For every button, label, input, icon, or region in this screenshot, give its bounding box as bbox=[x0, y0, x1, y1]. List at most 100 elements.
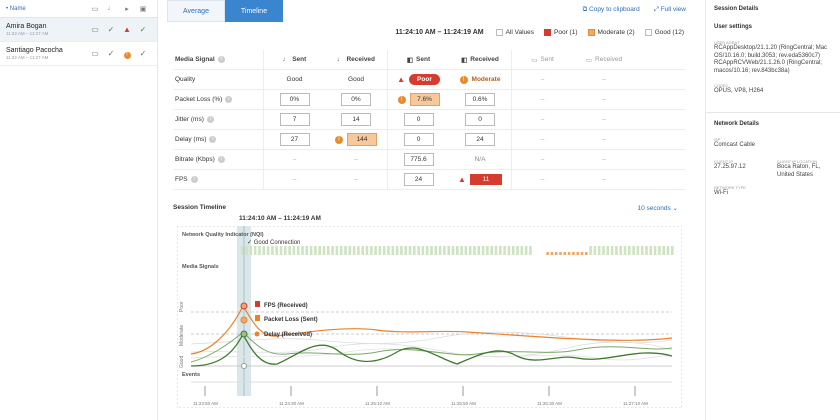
nqi-bar bbox=[619, 246, 622, 255]
copy-to-clipboard-link[interactable]: ⧉ Copy to clipboard bbox=[582, 6, 640, 13]
info-icon[interactable]: i bbox=[225, 96, 233, 103]
nqi-bar bbox=[615, 246, 618, 255]
nqi-bar bbox=[640, 246, 644, 255]
full-view-link[interactable]: ⤢ Full view bbox=[653, 6, 686, 13]
nqi-bar bbox=[443, 246, 446, 255]
warning-circle-icon: ! bbox=[119, 49, 135, 59]
info-icon[interactable]: i bbox=[209, 136, 217, 143]
nqi-bar bbox=[511, 246, 515, 255]
value-box: 0% bbox=[279, 93, 310, 106]
value-box: 24 bbox=[403, 173, 434, 186]
nqi-bar bbox=[322, 246, 326, 255]
row-label: Delay (ms) bbox=[175, 136, 207, 143]
nqi-bar bbox=[370, 246, 373, 255]
client-location-label: CLIENT IP LOCATION bbox=[777, 159, 818, 164]
nqi-bar bbox=[434, 246, 438, 255]
value-box: 0.6% bbox=[465, 93, 495, 106]
participant-row[interactable]: Santiago Pacocha 11:22 AM – 11:27 AM ▭ ✓… bbox=[0, 42, 157, 66]
table-header-row: Media Signal i ♩ Sent ♩ Received ◧ Sent ◧ Rec… bbox=[173, 50, 685, 70]
nqi-bar bbox=[645, 246, 648, 255]
nqi-bar bbox=[296, 246, 300, 255]
warning-circle-icon: ! bbox=[397, 95, 406, 104]
info-icon[interactable]: i bbox=[190, 176, 198, 183]
participant-row[interactable]: Amira Bogan 11:22 AM – 11:27 AM ▭ ✓ ▲ ✓ bbox=[0, 18, 157, 42]
client-location-value: Boca Raton, FL, United States bbox=[777, 164, 821, 178]
nqi-bar bbox=[447, 246, 450, 255]
participants-header: • Name ▭ ♩ ▸ ▣ bbox=[0, 0, 157, 18]
info-icon[interactable]: i bbox=[217, 56, 225, 63]
table-cell: N/A bbox=[474, 156, 486, 163]
check-icon: ✓ bbox=[107, 49, 115, 58]
y-label-good: Good bbox=[179, 356, 185, 368]
camera-icon: ▸ bbox=[125, 5, 129, 13]
nqi-bar bbox=[262, 246, 266, 255]
all-values-checkbox[interactable] bbox=[495, 29, 503, 36]
participants-panel: • Name ▭ ♩ ▸ ▣ Amira Bogan 11:22 AM – 11… bbox=[0, 0, 158, 420]
nqi-bar bbox=[382, 246, 386, 255]
nqi-bar bbox=[468, 246, 472, 255]
info-icon[interactable]: i bbox=[206, 116, 214, 123]
nqi-bar bbox=[241, 246, 244, 255]
microphone-icon: ♩ bbox=[107, 5, 115, 12]
x-tick-label: 11:25:50 AM bbox=[451, 401, 476, 406]
nqi-bar bbox=[636, 246, 640, 255]
tab-timeline[interactable]: Timeline bbox=[225, 0, 283, 22]
fps-marker[interactable] bbox=[240, 302, 248, 310]
nqi-bar bbox=[597, 246, 601, 255]
view-tabs: Average Timeline bbox=[167, 0, 283, 22]
expand-icon: ⤢ bbox=[653, 6, 661, 13]
microphone-icon: ♩ bbox=[336, 56, 344, 63]
nqi-bar bbox=[357, 246, 360, 255]
poor-filter[interactable]: Poor (1) bbox=[544, 29, 578, 36]
user-agent-label: USER AGENT bbox=[714, 40, 740, 45]
table-cell: – bbox=[602, 156, 606, 163]
session-timeline-chart[interactable]: Network Quality Indicator (NQI) ✓ Good C… bbox=[177, 226, 682, 408]
microphone-icon: ♩ bbox=[282, 56, 290, 63]
nqi-bar bbox=[391, 246, 395, 255]
video-sent-header: Sent bbox=[416, 56, 431, 63]
session-details-panel: Session Details User settings USER AGENT… bbox=[705, 0, 840, 420]
info-icon[interactable]: i bbox=[217, 156, 225, 163]
row-label: Quality bbox=[175, 76, 196, 83]
nqi-bar bbox=[344, 246, 347, 255]
nqi-bar bbox=[572, 252, 575, 255]
nqi-bar bbox=[658, 246, 661, 255]
filter-row: 11:24:10 AM – 11:24:19 AM All Values Poo… bbox=[395, 29, 684, 36]
user-settings-title: User settings bbox=[714, 24, 753, 30]
interval-select[interactable]: 10 seconds ⌄ bbox=[637, 205, 679, 212]
nqi-bar bbox=[378, 246, 382, 255]
top-links: ⧉ Copy to clipboard ⤢ Full view bbox=[583, 6, 686, 14]
media-signals-label: Media Signals bbox=[182, 264, 219, 270]
poor-checkbox[interactable] bbox=[544, 29, 552, 36]
value-box: 27 bbox=[279, 133, 310, 146]
nqi-bar bbox=[421, 246, 425, 255]
nqi-bar bbox=[327, 246, 330, 255]
name-column-header[interactable]: • Name bbox=[6, 5, 26, 12]
delay-marker[interactable] bbox=[240, 330, 248, 338]
nqi-bar bbox=[507, 246, 511, 255]
nqi-bars bbox=[241, 246, 674, 255]
moderate-filter[interactable]: Moderate (2) bbox=[587, 29, 635, 36]
value-box: 0 bbox=[465, 113, 495, 126]
nqi-bar bbox=[288, 246, 291, 255]
nqi-bar bbox=[365, 246, 369, 255]
scrubber-handle[interactable] bbox=[241, 363, 247, 369]
good-filter[interactable]: Good (12) bbox=[644, 29, 684, 36]
nqi-bar bbox=[335, 246, 339, 255]
value-box: 0 bbox=[403, 113, 434, 126]
nqi-bar bbox=[494, 246, 498, 255]
tab-average[interactable]: Average bbox=[167, 0, 225, 22]
codec-value: OPUS, VP8, H264 bbox=[714, 88, 764, 94]
nqi-bar bbox=[253, 246, 257, 255]
good-checkbox[interactable] bbox=[644, 29, 652, 36]
row-label: Packet Loss (%) bbox=[175, 96, 223, 103]
time-range: 11:24:10 AM – 11:24:19 AM bbox=[395, 29, 484, 36]
nqi-bar bbox=[490, 246, 493, 255]
all-values-filter[interactable]: All Values bbox=[495, 29, 534, 36]
y-label-poor: Poor bbox=[179, 301, 185, 312]
packet-loss-marker[interactable] bbox=[240, 316, 248, 324]
nqi-bar bbox=[374, 246, 377, 255]
table-cell: – bbox=[263, 170, 325, 189]
moderate-checkbox[interactable] bbox=[587, 29, 595, 36]
timeline-range: 11:24:10 AM – 11:24:19 AM bbox=[239, 215, 321, 222]
